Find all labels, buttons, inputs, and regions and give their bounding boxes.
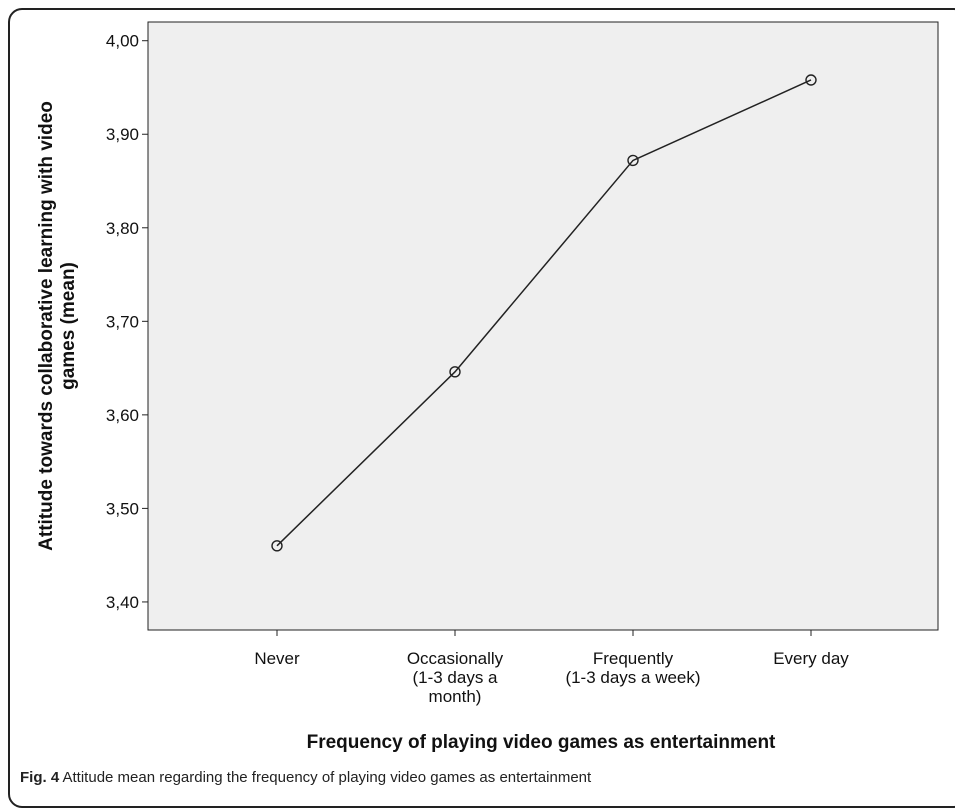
y-tick-label: 3,80	[106, 219, 139, 238]
y-tick-label: 3,50	[106, 499, 139, 518]
y-tick-label: 3,40	[106, 593, 139, 612]
x-tick-label-line: month)	[429, 687, 482, 706]
data-point-marker	[627, 154, 639, 167]
y-axis-title-line: games (mean)	[58, 262, 79, 390]
x-tick-label-line: Every day	[773, 649, 849, 668]
plot-area	[147, 21, 939, 631]
data-series	[271, 74, 817, 552]
data-point-marker	[449, 366, 461, 378]
y-axis-title-line: Attitude towards collaborative learning …	[36, 101, 57, 551]
figure-caption: Fig. 4 Attitude mean regarding the frequ…	[20, 769, 591, 786]
caption-label: Fig. 4	[20, 769, 60, 786]
axis-titles: Attitude towards collaborative learning …	[36, 101, 776, 753]
x-axis-title: Frequency of playing video games as ente…	[307, 732, 776, 753]
x-tick-label-line: (1-3 days a week)	[565, 668, 700, 687]
x-tick-label: Frequently (1-3 days a week)	[565, 649, 700, 687]
y-tick-label: 4,00	[106, 32, 139, 51]
x-tick-label-line: Occasionally	[407, 649, 504, 668]
caption-text: Attitude mean regarding the frequency of…	[59, 769, 592, 786]
data-point-marker	[805, 74, 817, 86]
y-axis: 3,40 3,50 3,60 3,70 3,80 3,90 4,00	[106, 32, 148, 612]
x-axis: Never Occasionally (1-3 days a month) Freque…	[254, 630, 849, 706]
x-tick-label: Never	[254, 649, 300, 668]
y-tick-label: 3,70	[106, 312, 139, 331]
series-line	[276, 79, 812, 547]
x-tick-label: Every day	[773, 649, 849, 668]
y-tick-label: 3,60	[106, 406, 139, 425]
x-tick-label-line: Frequently	[593, 649, 674, 668]
y-tick-label: 3,90	[106, 125, 139, 144]
x-tick-label-line: Never	[254, 649, 300, 668]
x-tick-label-line: (1-3 days a	[412, 668, 498, 687]
y-axis-title: Attitude towards collaborative learning …	[36, 101, 79, 551]
x-tick-label: Occasionally (1-3 days a month)	[407, 649, 504, 706]
data-point-marker	[271, 540, 283, 552]
